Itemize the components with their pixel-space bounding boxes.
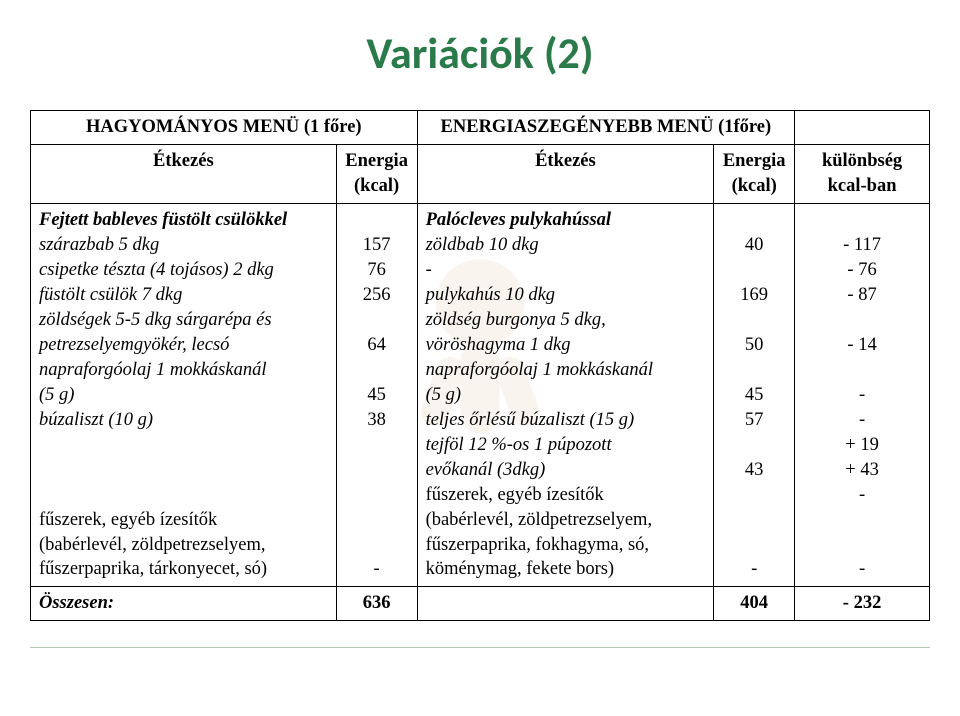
- body-right-items: Palócleves pulykahússalzöldbab 10 dkg-pu…: [417, 203, 714, 587]
- table-group-header-row: HAGYOMÁNYOS MENÜ (1 főre) ENERGIASZEGÉNY…: [31, 111, 930, 145]
- body-left-energy: 15776256 64 4538 -: [336, 203, 417, 587]
- col-header-etkezes-left: Étkezés: [31, 144, 337, 203]
- group-header-left: HAGYOMÁNYOS MENÜ (1 főre): [31, 111, 418, 145]
- body-diff: - 117- 76- 87 - 14 --+ 19+ 43- -: [795, 203, 930, 587]
- sum-diff-total: - 232: [795, 587, 930, 621]
- table-sum-row: Összesen: 636 404 - 232: [31, 587, 930, 621]
- sum-right-blank: [417, 587, 714, 621]
- slide-title: Variációk (2): [30, 26, 930, 80]
- col-header-diff: különbség kcal-ban: [795, 144, 930, 203]
- table-body-row: Fejtett bableves füstölt csülökkelszáraz…: [31, 203, 930, 587]
- col-header-energia-right: Energia (kcal): [714, 144, 795, 203]
- footer-divider: [30, 647, 930, 648]
- col-header-diff-l2: kcal-ban: [828, 176, 897, 196]
- sum-left-total: 636: [336, 587, 417, 621]
- col-header-etkezes-right: Étkezés: [417, 144, 714, 203]
- col-header-energia-right-l1: Energia: [723, 151, 786, 171]
- col-header-energia-left-l1: Energia: [345, 151, 408, 171]
- col-header-energia-left: Energia (kcal): [336, 144, 417, 203]
- comparison-table: HAGYOMÁNYOS MENÜ (1 főre) ENERGIASZEGÉNY…: [30, 110, 930, 621]
- sum-right-total: 404: [714, 587, 795, 621]
- group-header-diff: [795, 111, 930, 145]
- col-header-energia-left-l2: (kcal): [354, 176, 399, 196]
- col-header-diff-l1: különbség: [822, 151, 902, 171]
- col-header-energia-right-l2: (kcal): [732, 176, 777, 196]
- sum-label: Összesen:: [31, 587, 337, 621]
- body-left-items: Fejtett bableves füstölt csülökkelszáraz…: [31, 203, 337, 587]
- table-column-header-row: Étkezés Energia (kcal) Étkezés Energia (…: [31, 144, 930, 203]
- group-header-right: ENERGIASZEGÉNYEBB MENÜ (1főre): [417, 111, 795, 145]
- body-right-energy: 40 169 50 4557 43 -: [714, 203, 795, 587]
